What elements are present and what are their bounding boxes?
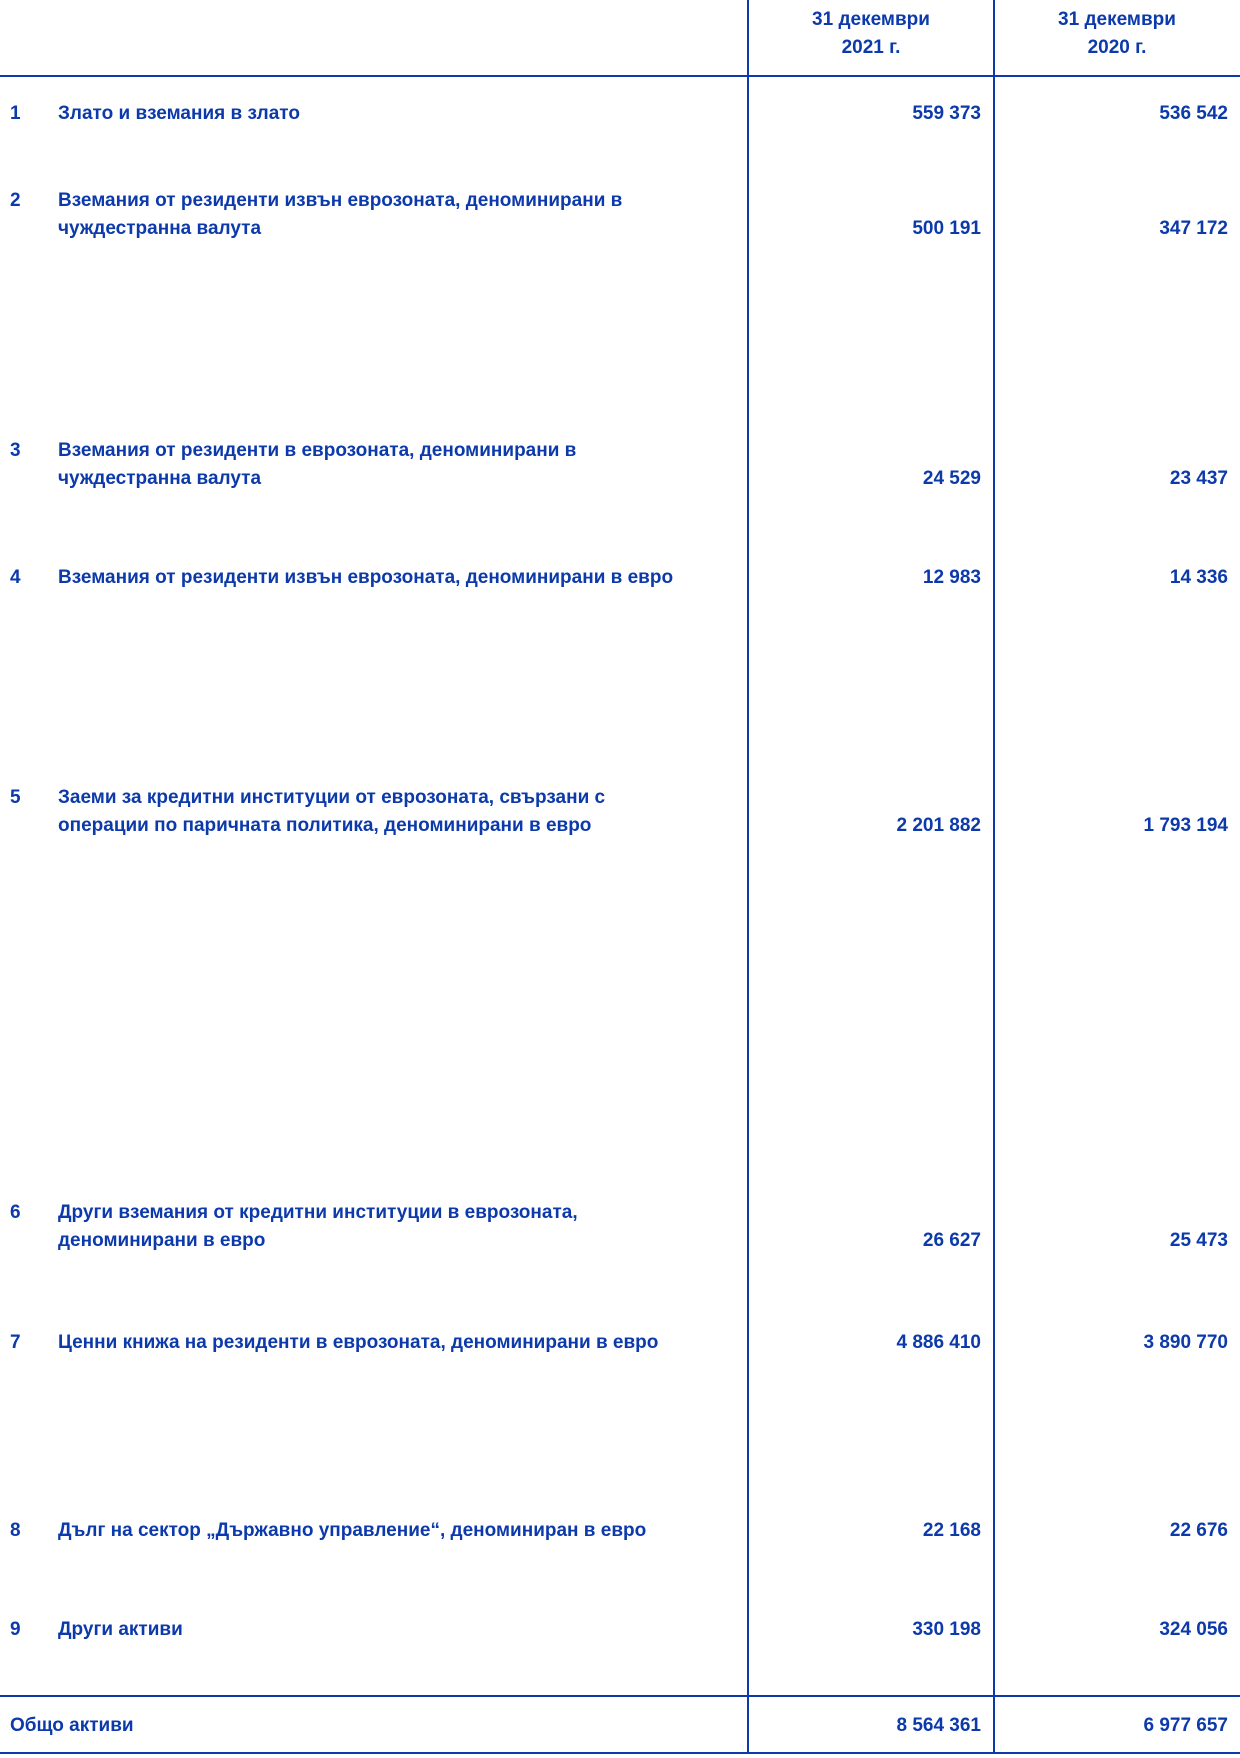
row-index: 9 [10,1619,21,1640]
row-value-2020: 324 056 [1159,1619,1228,1640]
row-value-2020: 25 473 [1169,1230,1228,1251]
row-label: Злато и вземания в злато [58,103,300,124]
row-index: 5 [10,787,21,808]
row-label: Други вземания от кредитни институции в … [58,1202,578,1251]
row-index: 3 [10,440,21,461]
column-header-2021: 31 декември 2021 г. [812,9,930,58]
total-value-2020: 6 977 657 [1143,1715,1228,1736]
row-label: Вземания от резиденти извън еврозоната, … [58,567,674,588]
column-header-2020: 31 декември 2020 г. [1058,9,1176,58]
row-value-2021: 2 201 882 [896,815,981,836]
row-index: 7 [10,1332,21,1353]
row-value-2021: 4 886 410 [896,1332,981,1353]
row-label: Вземания от резиденти в еврозоната, дено… [58,440,577,489]
row-index: 2 [10,190,21,211]
row-index: 1 [10,103,21,124]
total-top-rule [0,1695,1240,1697]
row-value-2021: 330 198 [912,1619,981,1640]
total-bottom-rule [0,1752,1240,1754]
row-index: 4 [10,567,21,588]
row-label: Други активи [58,1619,183,1640]
row-value-2020: 14 336 [1169,567,1228,588]
row-value-2021: 26 627 [922,1230,981,1251]
row-value-2021: 500 191 [912,218,981,239]
row-value-2021: 24 529 [922,468,981,489]
row-label: Заеми за кредитни институции от еврозона… [58,787,606,836]
row-index: 8 [10,1520,21,1541]
column-divider-1 [747,0,749,1754]
header-rule [0,75,1240,77]
row-label: Дълг на сектор „Държавно управление“, де… [58,1520,647,1541]
row-value-2020: 23 437 [1169,468,1228,489]
row-value-2021: 559 373 [912,103,981,124]
row-index: 6 [10,1202,21,1223]
row-value-2020: 1 793 194 [1143,815,1228,836]
row-label: Вземания от резиденти извън еврозоната, … [58,190,623,239]
row-value-2020: 347 172 [1159,218,1228,239]
total-value-2021: 8 564 361 [896,1715,981,1736]
row-value-2020: 536 542 [1159,103,1228,124]
column-divider-2 [993,0,995,1754]
total-row-label: Общо активи [10,1715,134,1736]
row-value-2020: 22 676 [1169,1520,1228,1541]
row-value-2020: 3 890 770 [1143,1332,1228,1353]
row-value-2021: 22 168 [922,1520,981,1541]
row-value-2021: 12 983 [922,567,981,588]
row-label: Ценни книжа на резиденти в еврозоната, д… [58,1332,659,1353]
